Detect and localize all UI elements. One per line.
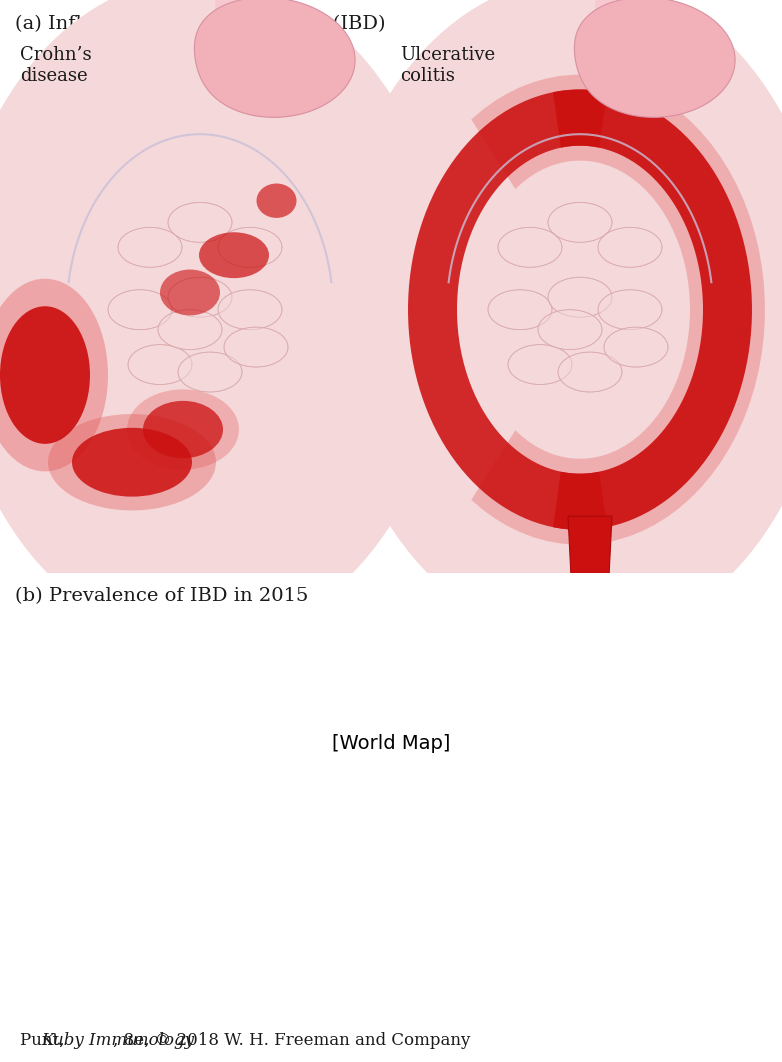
- Ellipse shape: [598, 227, 662, 268]
- Ellipse shape: [168, 203, 232, 242]
- Text: (b) Prevalence of IBD in 2015: (b) Prevalence of IBD in 2015: [15, 587, 308, 605]
- Ellipse shape: [48, 414, 216, 511]
- Ellipse shape: [488, 290, 552, 329]
- Ellipse shape: [0, 306, 90, 444]
- Text: Kuby Immunology: Kuby Immunology: [41, 1032, 195, 1049]
- Ellipse shape: [143, 400, 223, 458]
- Polygon shape: [575, 0, 735, 117]
- Text: Punt,: Punt,: [20, 1032, 70, 1049]
- Polygon shape: [568, 516, 612, 597]
- Polygon shape: [213, 0, 237, 81]
- Ellipse shape: [118, 227, 182, 268]
- Polygon shape: [195, 0, 355, 117]
- Ellipse shape: [0, 278, 108, 472]
- Text: , 8e, © 2018 W. H. Freeman and Company: , 8e, © 2018 W. H. Freeman and Company: [113, 1032, 471, 1049]
- Ellipse shape: [160, 270, 220, 315]
- Ellipse shape: [218, 290, 282, 329]
- Ellipse shape: [108, 290, 172, 329]
- Text: (a) Inflammatory bowel disease (IBD): (a) Inflammatory bowel disease (IBD): [15, 15, 386, 33]
- Polygon shape: [410, 91, 750, 528]
- Text: Ulcerative
colitis: Ulcerative colitis: [400, 46, 495, 85]
- Polygon shape: [408, 89, 607, 530]
- Ellipse shape: [178, 353, 242, 392]
- Ellipse shape: [256, 184, 296, 218]
- Ellipse shape: [218, 227, 282, 268]
- Polygon shape: [593, 0, 617, 81]
- Ellipse shape: [168, 277, 232, 318]
- Polygon shape: [0, 0, 450, 643]
- Ellipse shape: [498, 227, 562, 268]
- Ellipse shape: [548, 277, 612, 318]
- Ellipse shape: [538, 310, 602, 349]
- Ellipse shape: [548, 203, 612, 242]
- Text: [World Map]: [World Map]: [332, 735, 450, 753]
- Ellipse shape: [508, 344, 572, 384]
- Ellipse shape: [224, 327, 288, 367]
- Text: Crohn’s
disease: Crohn’s disease: [20, 46, 91, 85]
- Ellipse shape: [158, 310, 222, 349]
- Polygon shape: [472, 74, 765, 545]
- Ellipse shape: [604, 327, 668, 367]
- Ellipse shape: [598, 290, 662, 329]
- Ellipse shape: [199, 233, 269, 278]
- Ellipse shape: [72, 428, 192, 497]
- Polygon shape: [30, 91, 370, 528]
- Polygon shape: [553, 89, 752, 530]
- Polygon shape: [330, 0, 782, 643]
- Ellipse shape: [128, 344, 192, 384]
- Ellipse shape: [558, 353, 622, 392]
- Ellipse shape: [127, 390, 239, 469]
